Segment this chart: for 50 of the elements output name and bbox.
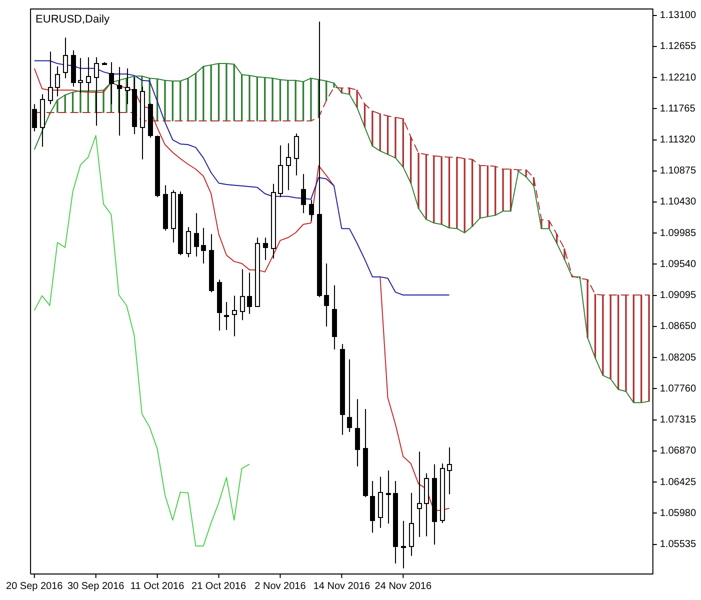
candlestick — [201, 227, 206, 264]
candlestick — [247, 272, 252, 314]
candlestick — [409, 492, 414, 556]
candlestick — [324, 263, 329, 327]
candlestick — [401, 520, 406, 569]
y-tick-label: 1.07315 — [660, 414, 696, 426]
candlestick — [48, 51, 53, 105]
x-tick-label: 21 Oct 2016 — [192, 580, 246, 592]
y-tick-label: 1.07760 — [660, 383, 696, 394]
x-tick-label: 30 Sep 2016 — [67, 580, 125, 592]
y-tick-label: 1.06425 — [660, 476, 696, 488]
y-tick-label: 1.05980 — [660, 508, 696, 519]
candlestick — [232, 295, 237, 337]
x-tick-label: 24 Nov 2016 — [374, 580, 432, 592]
candlestick — [347, 358, 352, 433]
y-tick-label: 1.09540 — [660, 258, 696, 270]
y-tick-label: 1.09095 — [660, 290, 696, 302]
candlestick — [301, 174, 306, 214]
candlestick — [286, 142, 291, 191]
candlestick — [240, 268, 245, 321]
y-tick-label: 1.10430 — [660, 196, 696, 208]
candlestick — [224, 301, 229, 330]
candlestick — [417, 451, 422, 538]
y-tick-label: 1.13100 — [660, 10, 696, 22]
y-tick-label: 1.11320 — [660, 134, 696, 146]
candlestick — [355, 398, 360, 467]
y-tick-label: 1.08205 — [660, 352, 696, 364]
y-tick-label: 1.12655 — [660, 41, 696, 52]
candlestick — [370, 480, 375, 534]
y-tick-label: 1.11765 — [660, 103, 696, 114]
y-tick-label: 1.10875 — [660, 166, 696, 177]
y-tick-label: 1.08650 — [660, 321, 696, 332]
candlestick — [186, 226, 191, 258]
y-tick-label: 1.12210 — [660, 72, 696, 84]
candlestick — [263, 237, 268, 261]
chart-title: EURUSD,Daily — [36, 14, 110, 26]
candlestick — [309, 199, 314, 222]
candlestick — [55, 66, 60, 97]
candlestick — [194, 212, 199, 258]
candlestick — [447, 446, 452, 495]
y-tick-label: 1.09985 — [660, 228, 696, 239]
candlestick — [63, 37, 68, 79]
x-tick-label: 11 Oct 2016 — [130, 580, 185, 592]
x-tick-label: 20 Sep 2016 — [6, 580, 64, 592]
candlestick — [294, 132, 299, 176]
x-tick-label: 14 Nov 2016 — [313, 580, 370, 592]
y-tick-label: 1.06870 — [660, 446, 696, 457]
y-tick-label: 1.05535 — [660, 539, 696, 550]
candlestick — [386, 470, 391, 524]
x-tick-label: 2 Nov 2016 — [254, 580, 306, 592]
